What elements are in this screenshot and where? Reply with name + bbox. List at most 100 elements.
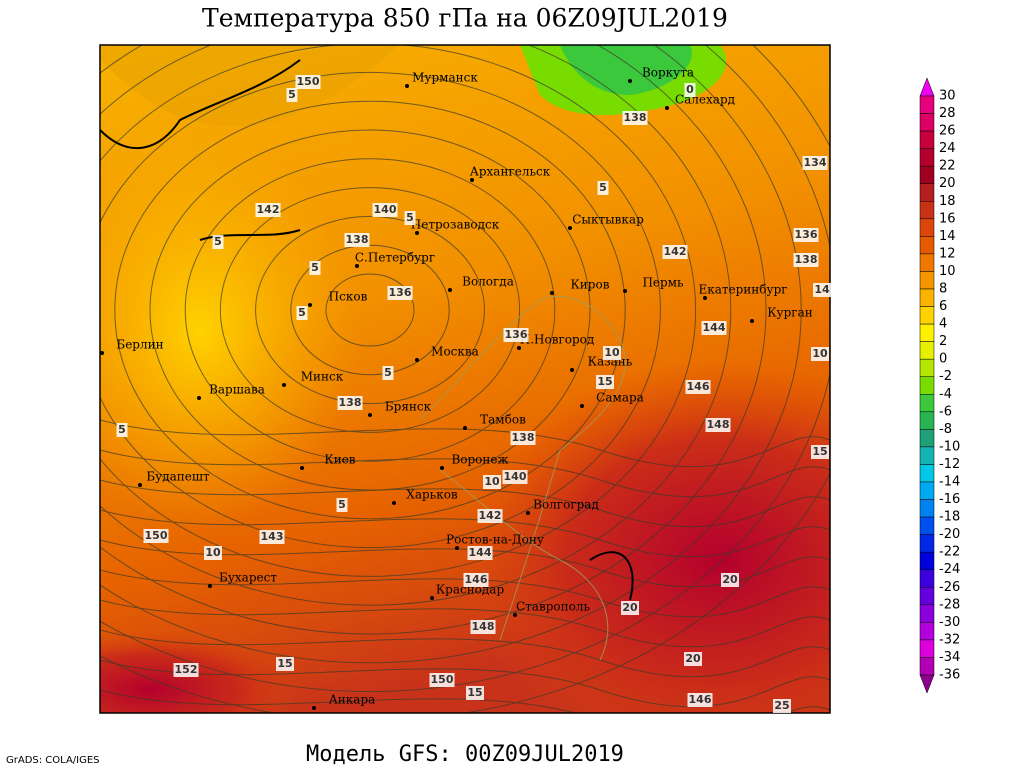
contour-label-box [382,366,394,380]
colorbar-label: 8 [939,282,947,297]
contour-label-box [597,181,609,195]
contour-label: 148 [707,418,730,431]
contour-label: 136 [389,286,412,299]
contour-label: 148 [472,620,495,633]
colorbar-label: 12 [939,246,956,261]
city-label: Минск [301,370,344,384]
colorbar-swatch [919,253,935,272]
city-dot [665,106,669,110]
contour-label-box [344,233,370,247]
colorbar-swatch [919,569,935,588]
contour-label: 152 [175,663,198,676]
city-label: Бухарест [219,571,277,585]
city-label: Киев [324,453,355,467]
colorbar-label: -22 [939,545,960,560]
contour-label: 5 [338,498,346,511]
contour-line [255,215,485,405]
city-dot [513,613,517,617]
contour-label-box [687,693,713,707]
coastline [100,59,634,601]
colorbar-swatch [919,464,935,483]
city-dot [550,291,554,295]
colorbar-label: -8 [939,422,952,437]
map-title: Температура 850 гПа на 06Z09JUL2019 [202,4,728,33]
city-dot [415,231,419,235]
colorbar-label: -24 [939,562,960,577]
colorbar-label: -26 [939,580,960,595]
contour-label-box [463,573,489,587]
city-label: Волгоград [533,498,599,512]
colorbar-label: 0 [939,352,947,367]
contour-label: 5 [311,261,319,274]
contour-label-box [773,699,791,713]
contour-label-box [621,601,639,615]
colorbar-label: -32 [939,632,960,647]
borders [419,295,626,661]
contour-label: 15 [467,686,482,699]
colorbar-swatch [919,587,935,606]
contours [100,45,830,713]
map-frame [99,44,831,714]
city-label: Брянск [385,400,432,414]
contour-label: 10 [604,346,620,359]
colorbar-swatch [919,604,935,623]
contour-label-box [811,347,829,361]
city-label: Архангельск [470,165,551,179]
contour-label-box [502,470,528,484]
contour-label: 138 [795,253,818,266]
city-dot [392,501,396,505]
contour-label: 5 [288,88,296,101]
contour-label: 138 [512,431,535,444]
colorbar-label: 4 [939,317,947,332]
city-dot [138,483,142,487]
city-label: Екатеринбург [698,283,787,297]
contour-label: 150 [431,673,454,686]
contour-label-box [255,203,281,217]
contour-label: 138 [346,233,369,246]
city-dot [208,584,212,588]
contour-label-box [173,663,199,677]
contour-label-box [596,375,614,389]
contour-label-box [387,286,413,300]
contour-label: 140 [374,203,397,216]
city-dot [703,296,707,300]
contour-label: 150 [145,529,168,542]
colorbar-label: 26 [939,124,956,139]
contour-label-box [276,657,294,671]
contour-line [100,45,732,606]
contour-label-box [813,283,831,297]
contour-label-box [701,321,727,335]
contour-label: 142 [479,509,502,522]
contour-label: 15 [597,375,612,388]
colorbar-swatch [919,306,935,325]
city-label: С.Петербург [355,251,435,265]
contour-label: 136 [795,228,818,241]
contour-label-box [372,203,398,217]
colorbar-swatch [919,551,935,570]
contour-label: 10 [205,546,221,559]
city-label: Воркута [642,66,694,80]
city-label: Вологда [462,275,514,289]
colorbar-label: -4 [939,387,952,402]
contour-label: 143 [261,530,284,543]
colorbar-label: -20 [939,527,960,542]
contour-line [100,71,661,549]
contour-line [219,187,521,433]
city-dot [312,706,316,710]
labels: Мурманск Воркута Салехард Архангельск Петроз… [100,66,831,713]
contour-label: 0 [686,83,694,96]
colorbar-label: -34 [939,650,960,665]
contour-label: 146 [687,380,710,393]
contour-label-box [309,261,321,275]
contour-line [100,45,802,664]
city-dot [100,351,104,355]
contour-label-box [802,156,828,170]
city-label: Сыктывкар [572,213,644,227]
colorbar-label: 14 [939,229,956,244]
city-dot [415,358,419,362]
colorbar-swatch [919,341,935,360]
colorbar-swatch [919,358,935,377]
contour-line [100,599,830,648]
hot-area [100,630,300,713]
